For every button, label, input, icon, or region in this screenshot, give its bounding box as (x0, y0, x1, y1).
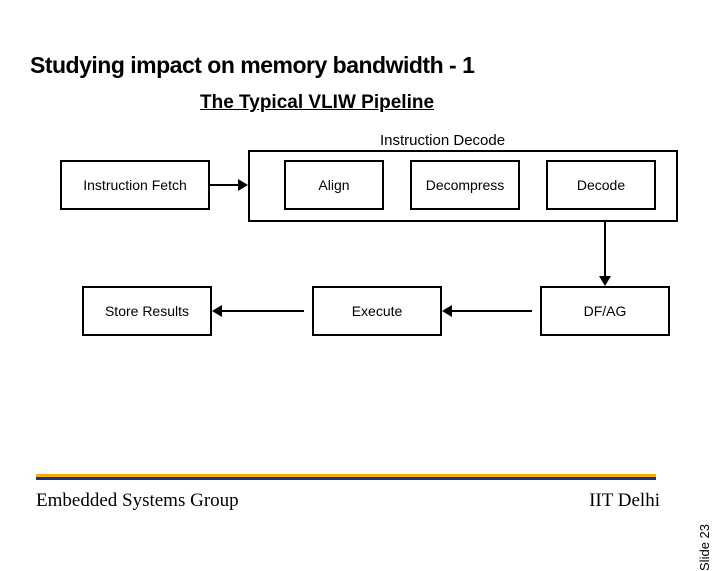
box-align: Align (284, 160, 384, 210)
arrow-execute-to-store (222, 310, 304, 312)
arrow-dfag-to-execute (452, 310, 532, 312)
arrowhead-right-icon (238, 179, 248, 191)
footer-divider (36, 474, 656, 480)
arrow-fetch-to-group (210, 184, 240, 186)
page-subtitle: The Typical VLIW Pipeline (200, 92, 434, 114)
box-fetch: Instruction Fetch (60, 160, 210, 210)
footer-left: Embedded Systems Group (36, 490, 239, 512)
footer-right: IIT Delhi (589, 490, 660, 512)
arrowhead-left-icon (442, 305, 452, 317)
box-decode: Decode (546, 160, 656, 210)
box-execute: Execute (312, 286, 442, 336)
arrow-group-to-dfag-v (604, 222, 606, 278)
page-title: Studying impact on memory bandwidth - 1 (30, 52, 474, 79)
arrowhead-left-icon (212, 305, 222, 317)
box-decompress: Decompress (410, 160, 520, 210)
decode-group-label: Instruction Decode (380, 132, 505, 149)
box-store: Store Results (82, 286, 212, 336)
slide-number: Slide 23 (697, 524, 712, 571)
arrowhead-down-icon (599, 276, 611, 286)
box-dfag: DF/AG (540, 286, 670, 336)
